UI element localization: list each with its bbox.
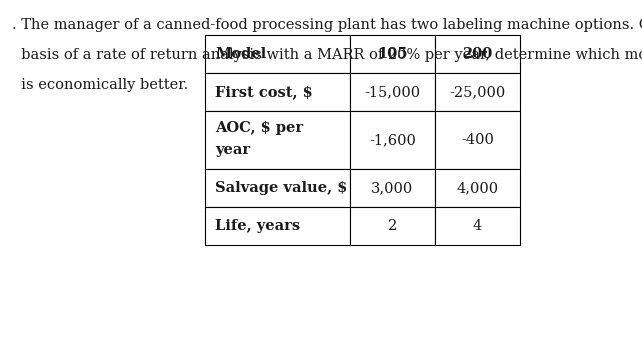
Bar bbox=[435, 73, 520, 111]
Bar bbox=[205, 111, 350, 169]
Bar bbox=[205, 169, 350, 207]
Text: 3,000: 3,000 bbox=[371, 181, 413, 195]
Text: -25,000: -25,000 bbox=[449, 85, 506, 99]
Text: 4: 4 bbox=[473, 219, 482, 233]
Bar bbox=[350, 169, 435, 207]
Text: 2: 2 bbox=[388, 219, 397, 233]
Text: -15,000: -15,000 bbox=[365, 85, 421, 99]
Text: First cost, $: First cost, $ bbox=[215, 85, 313, 99]
Bar bbox=[435, 169, 520, 207]
Text: -400: -400 bbox=[461, 133, 494, 147]
Text: Life, years: Life, years bbox=[215, 219, 300, 233]
Bar bbox=[205, 73, 350, 111]
Bar bbox=[435, 207, 520, 245]
Bar bbox=[350, 73, 435, 111]
Text: AOC, $ per: AOC, $ per bbox=[215, 121, 303, 135]
Bar bbox=[350, 111, 435, 169]
Bar bbox=[205, 35, 350, 73]
Bar bbox=[205, 207, 350, 245]
Text: is economically better.: is economically better. bbox=[12, 78, 188, 92]
Text: basis of a rate of return analysis with a MARR of 20% per year, determine which : basis of a rate of return analysis with … bbox=[12, 48, 642, 62]
Text: Model: Model bbox=[215, 47, 266, 61]
Text: Salvage value, $: Salvage value, $ bbox=[215, 181, 347, 195]
Text: 200: 200 bbox=[462, 47, 492, 61]
Bar bbox=[435, 111, 520, 169]
Bar bbox=[350, 207, 435, 245]
Bar bbox=[350, 35, 435, 73]
Text: 4,000: 4,000 bbox=[456, 181, 499, 195]
Text: 105: 105 bbox=[377, 47, 408, 61]
Bar bbox=[435, 35, 520, 73]
Text: -1,600: -1,600 bbox=[369, 133, 416, 147]
Text: . The manager of a canned-food processing plant has two labeling machine options: . The manager of a canned-food processin… bbox=[12, 18, 642, 32]
Text: year: year bbox=[215, 143, 250, 157]
